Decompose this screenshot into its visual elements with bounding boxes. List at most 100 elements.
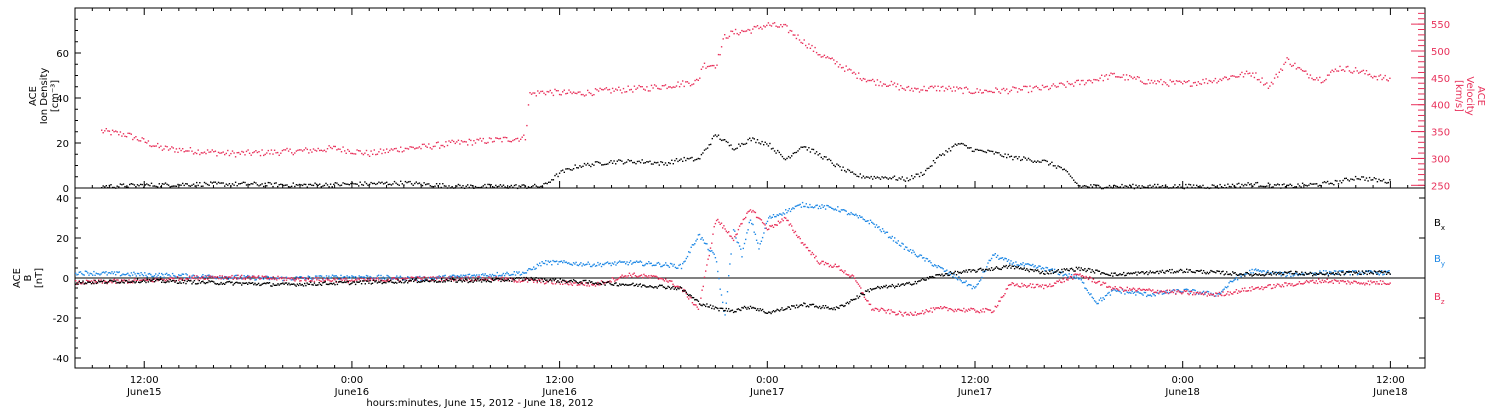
bx-point <box>461 281 463 283</box>
velocity-point <box>1216 82 1218 84</box>
bz-point <box>860 287 862 289</box>
by-point <box>650 262 652 264</box>
velocity-point <box>116 131 118 133</box>
bx-point <box>660 284 662 287</box>
bx-point <box>772 310 775 312</box>
velocity-point <box>1255 72 1257 74</box>
by-point <box>1076 277 1079 279</box>
by-point <box>864 220 867 222</box>
bz-point <box>1257 286 1259 288</box>
by-point <box>867 220 869 222</box>
velocity-point <box>1328 74 1330 76</box>
by-point <box>184 277 186 279</box>
density-point <box>1261 185 1263 188</box>
bx-point <box>734 310 736 313</box>
density-point <box>1387 181 1389 184</box>
bx-point <box>926 276 929 279</box>
by-point <box>320 275 323 277</box>
bz-point <box>1035 283 1038 286</box>
bx-point <box>737 308 740 310</box>
velocity-point <box>1099 77 1101 79</box>
bz-point <box>113 278 116 281</box>
bx-point <box>969 269 971 271</box>
velocity-point <box>1118 76 1120 78</box>
velocity-point <box>953 86 955 88</box>
by-point <box>912 249 914 252</box>
bz-point <box>1322 281 1325 283</box>
density-point <box>858 175 860 178</box>
bx-point <box>655 286 657 288</box>
bx-point <box>75 283 77 285</box>
density-point <box>839 166 841 168</box>
velocity-point <box>828 57 830 59</box>
density-point <box>1202 184 1204 187</box>
bx-point <box>964 271 966 273</box>
bz-point <box>1241 287 1244 290</box>
bx-point <box>288 282 290 284</box>
bz-point <box>1108 285 1110 288</box>
velocity-point <box>1358 72 1360 74</box>
density-point <box>987 149 989 151</box>
velocity-point <box>862 77 865 80</box>
bx-point <box>864 290 867 292</box>
bx-point <box>972 269 975 271</box>
bz-point <box>265 275 267 278</box>
bx-point <box>1101 272 1103 274</box>
density-point <box>601 164 603 166</box>
by-point <box>459 275 461 278</box>
density-point <box>1161 185 1164 187</box>
bx-point <box>684 289 686 292</box>
density-point <box>724 139 726 141</box>
bz-point <box>1120 287 1122 289</box>
bx-point <box>1006 267 1009 269</box>
by-point <box>903 248 906 250</box>
velocity-point <box>432 145 435 148</box>
velocity-point <box>157 142 159 145</box>
bx-point <box>444 281 446 283</box>
bx-point <box>239 282 242 284</box>
density-point <box>970 147 972 149</box>
bz-point <box>884 310 886 312</box>
bx-point <box>1038 270 1040 273</box>
velocity-point <box>649 90 651 92</box>
velocity-point <box>984 89 986 91</box>
velocity-point <box>135 136 137 138</box>
bx-point <box>824 305 827 307</box>
by-point <box>919 254 921 256</box>
bz-point <box>1316 282 1319 285</box>
velocity-point <box>121 135 123 137</box>
by-point <box>921 257 924 259</box>
bz-point <box>413 277 415 279</box>
bx-point <box>1337 271 1339 273</box>
by-point <box>895 241 897 243</box>
bz-point <box>874 307 876 310</box>
bx-point <box>723 310 725 312</box>
by-point <box>966 284 969 287</box>
bz-point <box>328 279 330 281</box>
bx-point <box>622 283 624 285</box>
density-point <box>836 163 838 165</box>
bz-point <box>850 275 852 277</box>
by-point <box>551 264 553 266</box>
bx-point <box>828 308 830 310</box>
by-point <box>199 277 202 279</box>
by-point <box>828 206 830 208</box>
by-point <box>224 275 226 278</box>
bx-point <box>1138 272 1141 274</box>
bx-point <box>1089 268 1091 270</box>
density-point <box>130 183 132 185</box>
bz-point <box>920 312 923 315</box>
density-point <box>1287 184 1290 187</box>
density-point <box>1141 185 1143 187</box>
velocity-point <box>552 94 555 97</box>
density-point <box>1283 183 1285 185</box>
bx-point <box>1313 273 1315 275</box>
by-point <box>627 264 629 266</box>
velocity-point <box>616 89 618 91</box>
velocity-point <box>1287 58 1290 60</box>
velocity-point <box>1174 83 1176 85</box>
density-point <box>144 184 146 186</box>
density-point <box>794 152 796 154</box>
velocity-point <box>320 149 322 151</box>
density-point <box>1336 180 1338 182</box>
